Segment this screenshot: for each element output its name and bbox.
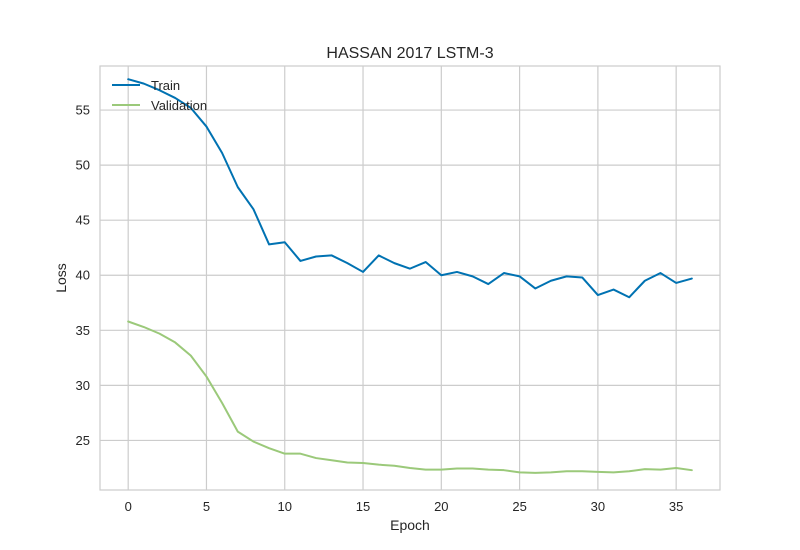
y-tick-label: 40 <box>76 268 90 283</box>
y-tick-label: 35 <box>76 323 90 338</box>
plot-frame <box>99 65 721 491</box>
x-tick-label: 0 <box>125 499 132 514</box>
x-tick-label: 30 <box>591 499 605 514</box>
y-tick-label: 30 <box>76 378 90 393</box>
x-axis-label: Epoch <box>390 517 430 533</box>
x-tick-label: 10 <box>278 499 292 514</box>
series-lines <box>127 78 693 474</box>
grid-lines <box>100 66 720 490</box>
x-tick-label: 15 <box>356 499 370 514</box>
tick-labels: 0 5 10 15 20 25 30 35 25 30 35 40 45 50 55 <box>76 103 684 514</box>
x-tick-label: 35 <box>669 499 683 514</box>
y-tick-label: 25 <box>76 433 90 448</box>
y-tick-label: 55 <box>76 103 90 118</box>
legend: Train Validation <box>112 78 207 113</box>
x-tick-label: 20 <box>434 499 448 514</box>
plot-area <box>100 66 720 490</box>
y-tick-label: 50 <box>76 158 90 173</box>
y-tick-label: 45 <box>76 213 90 228</box>
legend-label-train: Train <box>151 78 180 93</box>
x-tick-label: 5 <box>203 499 210 514</box>
y-axis-label: Loss <box>53 263 69 293</box>
chart-title: HASSAN 2017 LSTM-3 <box>326 45 493 62</box>
legend-label-validation: Validation <box>151 98 207 113</box>
x-tick-label: 25 <box>512 499 526 514</box>
